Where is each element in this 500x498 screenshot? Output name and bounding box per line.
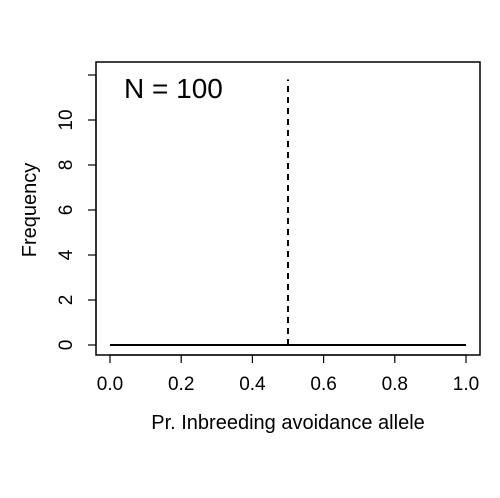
x-axis-label: Pr. Inbreeding avoidance allele bbox=[151, 412, 425, 434]
x-tick-label: 0.6 bbox=[310, 374, 336, 395]
x-tick-label: 0.4 bbox=[239, 374, 266, 395]
y-tick-label: 10 bbox=[56, 109, 77, 130]
y-axis-label: Frequency bbox=[19, 163, 41, 258]
sample-size-annotation: N = 100 bbox=[124, 73, 223, 104]
y-tick-label: 2 bbox=[56, 295, 77, 306]
y-axis: 0 2 4 6 8 10 bbox=[56, 74, 97, 351]
x-tick-label: 0.8 bbox=[382, 374, 408, 395]
y-tick-label: 4 bbox=[56, 249, 77, 260]
y-tick-label: 6 bbox=[56, 205, 77, 216]
x-tick-label: 0.2 bbox=[168, 374, 194, 395]
x-tick-label: 0.0 bbox=[97, 374, 123, 395]
x-tick-label: 1.0 bbox=[453, 374, 479, 395]
y-tick-label: 8 bbox=[56, 160, 77, 171]
x-axis: 0.0 0.2 0.4 0.6 0.8 1.0 bbox=[97, 354, 479, 395]
plot-marks bbox=[110, 79, 466, 346]
y-tick-label: 0 bbox=[56, 340, 77, 351]
